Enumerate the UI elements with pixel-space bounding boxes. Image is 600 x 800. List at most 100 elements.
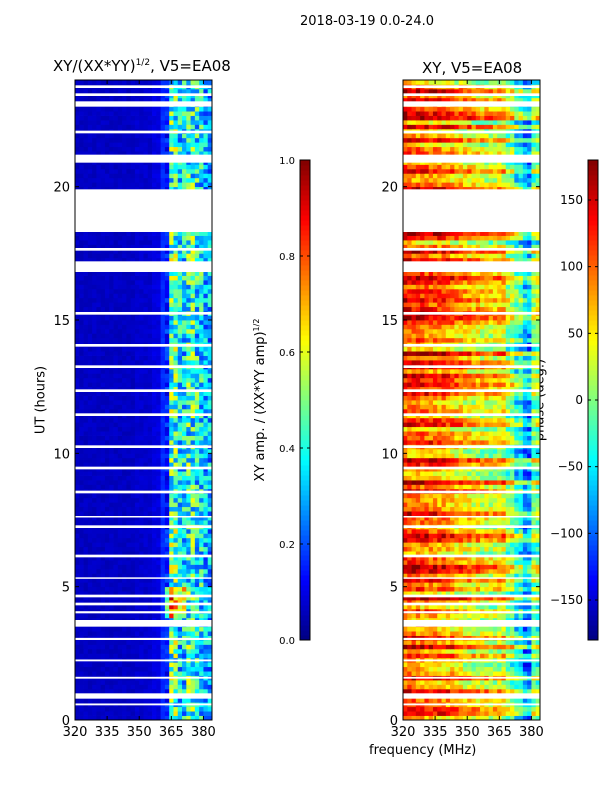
heatmap-cell [182, 328, 187, 334]
heatmap-cell [182, 120, 187, 125]
heatmap-cell [117, 235, 123, 241]
heatmap-cell [122, 435, 127, 441]
heatmap-cell [104, 653, 110, 659]
heatmap-cell [104, 631, 110, 636]
heatmap-cell [182, 457, 187, 463]
heatmap-cell [147, 400, 153, 405]
heatmap-cell [109, 555, 114, 561]
heatmap-cell [194, 297, 200, 303]
colorbar-segment [300, 505, 310, 511]
heatmap-cell [79, 288, 84, 294]
heatmap-cell [182, 671, 187, 676]
heatmap-cell [113, 106, 119, 112]
heatmap-cell [186, 573, 191, 579]
heatmap-cell [194, 320, 200, 325]
heatmap-cell [164, 715, 170, 721]
heatmap-cell [203, 706, 209, 712]
heatmap-cell [152, 453, 157, 459]
heatmap-cell [122, 604, 127, 610]
heatmap-cell [79, 173, 84, 179]
heatmap-cell [182, 177, 187, 183]
heatmap-cell [75, 537, 80, 543]
heatmap-cell [79, 528, 84, 534]
heatmap-cell [199, 475, 204, 481]
heatmap-cell [147, 595, 153, 601]
heatmap-cell [207, 168, 213, 174]
heatmap-cell [83, 484, 89, 490]
heatmap-cell [122, 186, 127, 192]
heatmap-cell [113, 120, 119, 125]
heatmap-cell [87, 546, 93, 552]
heatmap-cell [527, 715, 532, 721]
heatmap-cell [139, 280, 144, 285]
heatmap-cell [194, 533, 200, 539]
heatmap-cell [139, 435, 144, 441]
heatmap-cell [203, 626, 209, 632]
heatmap-cell [122, 648, 127, 654]
heatmap-cell [194, 248, 200, 254]
heatmap-cell [190, 351, 196, 356]
heatmap-cell [100, 613, 106, 619]
x-tick-label: 365 [159, 725, 184, 740]
heatmap-cell [87, 142, 93, 148]
heatmap-cell [177, 515, 183, 521]
heatmap-cell [190, 631, 196, 636]
heatmap-cell [173, 337, 179, 343]
heatmap-cell [207, 88, 213, 94]
heatmap-cell [186, 111, 191, 116]
heatmap-cell [143, 346, 149, 352]
heatmap-cell [203, 142, 209, 148]
heatmap-cell [147, 528, 153, 534]
heatmap-cell [109, 377, 114, 383]
heatmap-cell [117, 391, 123, 396]
heatmap-cell [126, 88, 132, 94]
heatmap-cell [203, 400, 209, 405]
heatmap-cell [186, 146, 191, 152]
heatmap-cell [100, 382, 106, 388]
heatmap-cell [75, 715, 80, 721]
heatmap-cell [147, 97, 153, 103]
heatmap-cell [169, 520, 174, 525]
heatmap-cell [160, 257, 166, 263]
heatmap-cell [79, 146, 84, 152]
heatmap-cell [130, 551, 136, 556]
heatmap-cell [87, 493, 93, 499]
colorbar-segment [300, 625, 310, 631]
heatmap-cell [83, 120, 89, 125]
heatmap-cell [160, 346, 166, 352]
heatmap-cell [130, 604, 136, 610]
heatmap-cell [173, 573, 179, 579]
heatmap-phase [403, 80, 541, 721]
heatmap-cell [194, 168, 200, 174]
heatmap-cell [75, 648, 80, 654]
heatmap-cell [134, 351, 140, 356]
heatmap-cell [143, 457, 149, 463]
heatmap-cell [87, 551, 93, 556]
heatmap-cell [160, 324, 166, 330]
heatmap-cell [75, 511, 80, 516]
heatmap-cell [134, 182, 140, 188]
heatmap-cell [147, 360, 153, 365]
heatmap-cell [109, 551, 114, 556]
heatmap-cell [79, 457, 84, 463]
heatmap-cell [79, 351, 84, 356]
heatmap-cell [117, 97, 123, 103]
heatmap-cell [177, 400, 183, 405]
heatmap-cell [117, 400, 123, 405]
heatmap-cell [173, 333, 179, 339]
heatmap-cell [117, 426, 123, 432]
heatmap-cell [164, 400, 170, 405]
heatmap-cell [96, 360, 102, 365]
heatmap-cell [147, 333, 153, 339]
heatmap-cell [117, 422, 123, 428]
heatmap-cell [164, 457, 170, 463]
heatmap-cell [113, 328, 119, 334]
heatmap-cell [152, 422, 157, 428]
heatmap-cell [104, 177, 110, 183]
heatmap-cell [186, 511, 191, 516]
colorbar-tick-label: 0.4 [279, 444, 295, 455]
heatmap-cell [117, 484, 123, 490]
heatmap-cell [177, 591, 183, 596]
heatmap-cell [177, 533, 183, 539]
heatmap-cell [147, 653, 153, 659]
